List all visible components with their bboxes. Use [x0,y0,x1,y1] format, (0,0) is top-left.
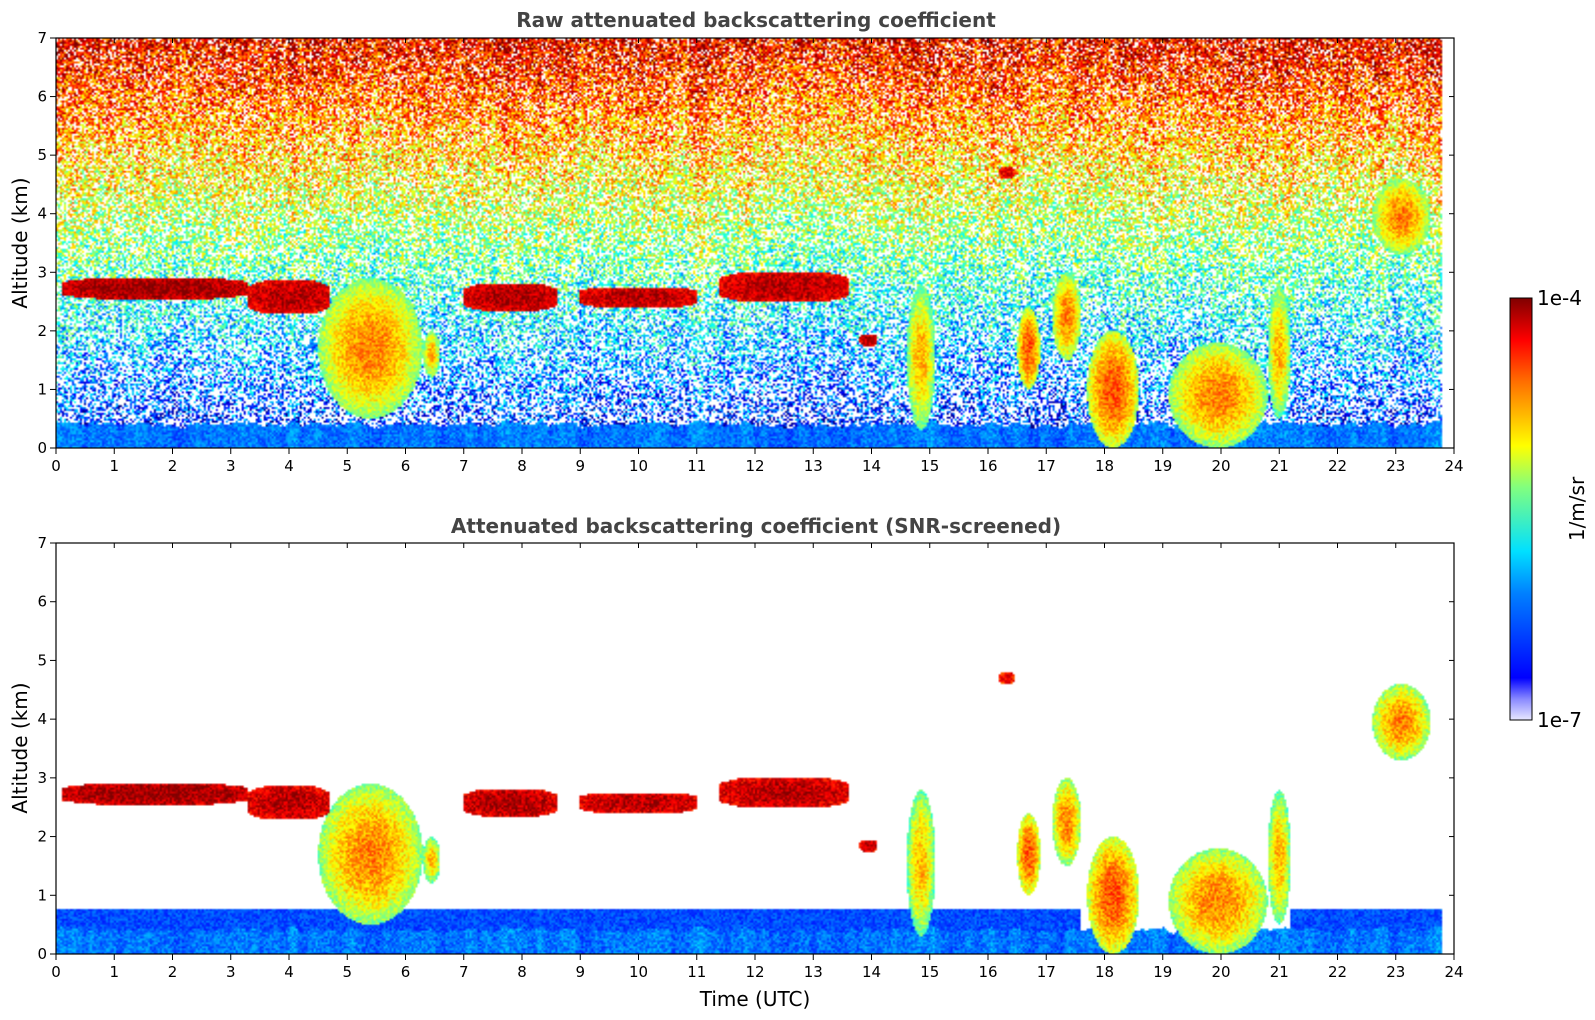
y-tick-label: 5 [37,651,47,669]
raw-x-ticks: 0 1 2 3 4 5 6 7 8 9 10 11 12 13 14 15 16 17 18 19 20 21 22 23 24 [51,38,1464,475]
colorbar-min-label: 1e-7 [1537,708,1582,732]
colorbar: 1e-4 1e-7 1/m/sr [1509,286,1589,732]
x-tick-label: 0 [51,457,61,475]
x-tick-label: 1 [109,963,119,981]
screened-y-axis-label: Altitude (km) [8,682,32,813]
y-tick-label: 4 [37,205,47,223]
x-tick-label: 7 [459,963,469,981]
x-tick-label: 2 [168,963,178,981]
x-tick-label: 8 [517,963,527,981]
colorbar-gradient [1509,297,1533,721]
y-tick-label: 5 [37,146,47,164]
x-tick-label: 3 [226,963,236,981]
x-tick-label: 17 [1037,457,1056,475]
y-tick-label: 7 [37,534,47,552]
x-tick-label: 7 [459,457,469,475]
colorbar-max-label: 1e-4 [1537,286,1582,310]
x-tick-label: 12 [745,457,764,475]
x-tick-label: 18 [1095,963,1114,981]
x-tick-label: 3 [226,457,236,475]
screened-panel-title: Attenuated backscattering coefficient (S… [451,514,1061,538]
x-tick-label: 2 [168,457,178,475]
x-tick-label: 13 [804,457,823,475]
y-tick-label: 3 [37,263,47,281]
y-tick-label: 2 [37,828,47,846]
y-tick-label: 0 [37,945,47,963]
screened-y-ticks: 0 1 2 3 4 5 6 7 [37,534,1454,963]
x-tick-label: 10 [629,457,648,475]
y-tick-label: 1 [37,886,47,904]
y-tick-label: 2 [37,322,47,340]
y-tick-label: 4 [37,710,47,728]
x-tick-label: 11 [687,457,706,475]
x-tick-label: 14 [862,457,881,475]
x-tick-label: 6 [401,457,411,475]
x-tick-label: 24 [1444,457,1463,475]
y-tick-label: 1 [37,380,47,398]
raw-backscatter-panel: Raw attenuated backscattering coefficien… [8,8,1464,475]
x-tick-label: 15 [920,963,939,981]
x-tick-label: 23 [1386,457,1405,475]
y-tick-label: 0 [37,439,47,457]
x-tick-label: 24 [1444,963,1463,981]
x-tick-label: 5 [342,457,352,475]
x-tick-label: 23 [1386,963,1405,981]
screened-backscatter-panel: Attenuated backscattering coefficient (S… [8,514,1464,1011]
x-tick-label: 19 [1153,457,1172,475]
x-tick-label: 19 [1153,963,1172,981]
y-tick-label: 6 [37,88,47,106]
raw-y-ticks: 0 1 2 3 4 5 6 7 [37,29,1454,457]
x-tick-label: 16 [978,963,997,981]
y-tick-label: 3 [37,769,47,787]
x-tick-label: 22 [1328,963,1347,981]
x-tick-label: 22 [1328,457,1347,475]
x-tick-label: 14 [862,963,881,981]
x-tick-label: 12 [745,963,764,981]
x-tick-label: 16 [978,457,997,475]
raw-y-axis-label: Altitude (km) [8,177,32,308]
x-tick-label: 5 [342,963,352,981]
x-tick-label: 11 [687,963,706,981]
x-tick-label: 1 [109,457,119,475]
x-tick-label: 8 [517,457,527,475]
x-tick-label: 18 [1095,457,1114,475]
x-tick-label: 13 [804,963,823,981]
x-tick-label: 4 [284,457,294,475]
x-tick-label: 10 [629,963,648,981]
x-tick-label: 9 [575,963,585,981]
x-tick-label: 9 [575,457,585,475]
y-tick-label: 7 [37,29,47,47]
x-tick-label: 4 [284,963,294,981]
x-tick-label: 20 [1211,963,1230,981]
x-tick-label: 17 [1037,963,1056,981]
x-tick-label: 15 [920,457,939,475]
x-tick-label: 21 [1270,457,1289,475]
raw-backscatter-heatmap [56,38,1454,448]
colorbar-unit-label: 1/m/sr [1565,476,1589,541]
raw-panel-title: Raw attenuated backscattering coefficien… [516,8,996,32]
x-tick-label: 0 [51,963,61,981]
x-tick-label: 20 [1211,457,1230,475]
y-tick-label: 6 [37,593,47,611]
x-axis-label: Time (UTC) [699,987,811,1011]
screened-x-ticks: 0 1 2 3 4 5 6 7 8 9 10 11 12 13 14 15 16 17 18 19 20 21 22 23 24 [51,543,1464,981]
screened-backscatter-heatmap [56,543,1454,954]
x-tick-label: 21 [1270,963,1289,981]
x-tick-label: 6 [401,963,411,981]
